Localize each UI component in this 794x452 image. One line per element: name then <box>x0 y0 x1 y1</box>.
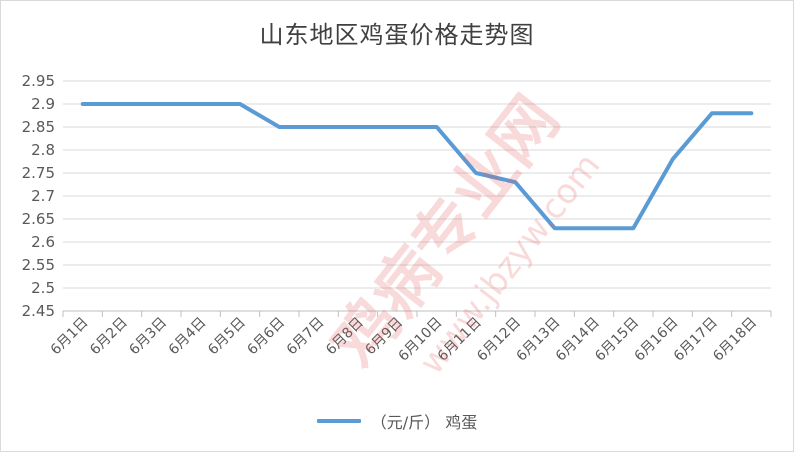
chart-title: 山东地区鸡蛋价格走势图 <box>259 21 535 49</box>
x-tick-label: 6月6日 <box>244 315 288 359</box>
legend-swatch <box>316 419 361 423</box>
x-tick-label: 6月4日 <box>166 315 210 359</box>
x-tick-label: 6月3日 <box>126 315 170 359</box>
y-tick-label: 2.5 <box>31 279 55 297</box>
series-line <box>80 102 754 231</box>
y-tick-label: 2.8 <box>31 141 55 159</box>
x-tick-label: 6月5日 <box>205 315 249 359</box>
x-tick-label: 6月1日 <box>48 315 92 359</box>
y-tick-label: 2.95 <box>22 72 55 90</box>
y-tick-label: 2.55 <box>22 256 55 274</box>
x-tick-label: 6月18日 <box>710 315 760 365</box>
y-tick-label: 2.45 <box>22 302 55 320</box>
x-tick-label: 6月2日 <box>87 315 131 359</box>
x-tick-label: 6月7日 <box>284 315 328 359</box>
y-tick-label: 2.6 <box>31 233 55 251</box>
y-tick-label: 2.7 <box>31 187 55 205</box>
y-tick-label: 2.9 <box>31 95 55 113</box>
y-tick-label: 2.65 <box>22 210 55 228</box>
y-tick-label: 2.85 <box>22 118 55 136</box>
legend-label: （元/斤） 鸡蛋 <box>370 413 478 432</box>
x-tick-label: 6月8日 <box>323 315 367 359</box>
y-tick-label: 2.75 <box>22 164 55 182</box>
legend: （元/斤） 鸡蛋 <box>1 409 793 433</box>
